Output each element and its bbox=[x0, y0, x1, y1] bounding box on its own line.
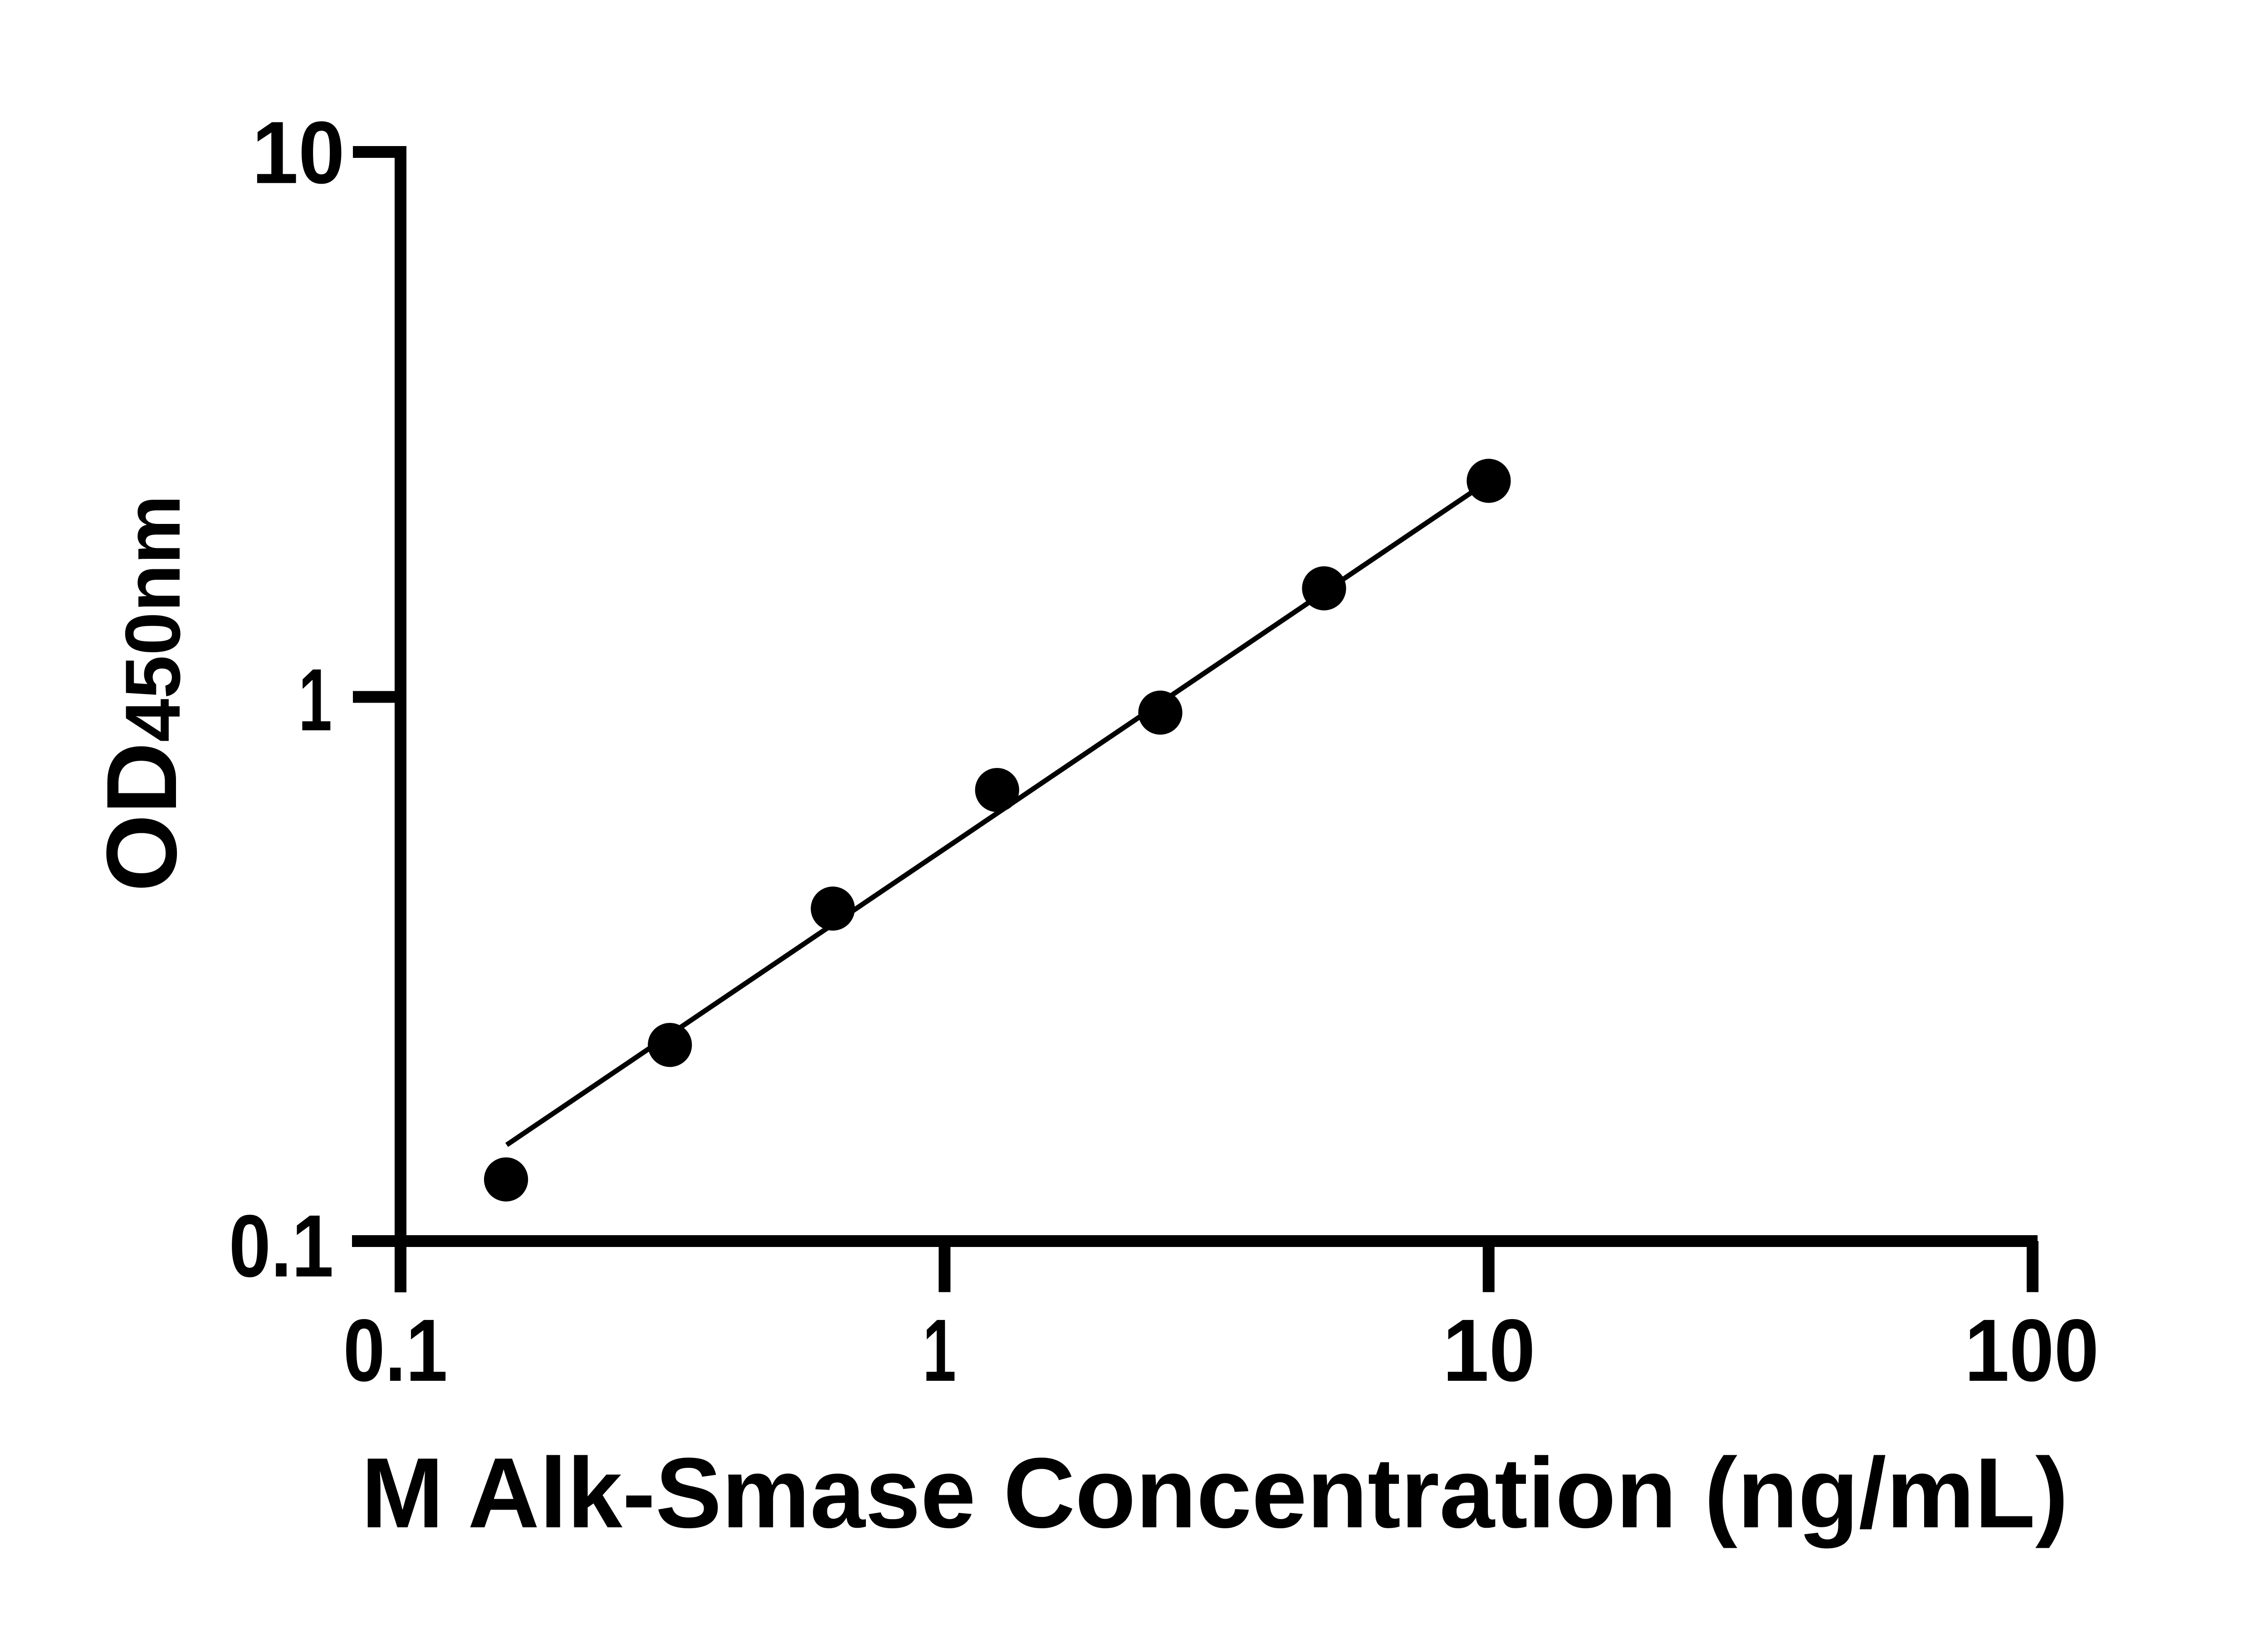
svg-text:M Alk-Smase Concentration (ng/: M Alk-Smase Concentration (ng/mL) bbox=[361, 1437, 2068, 1549]
svg-text:100: 100 bbox=[1965, 1301, 2099, 1400]
svg-text:1: 1 bbox=[923, 1301, 956, 1400]
svg-text:1: 1 bbox=[298, 651, 332, 749]
svg-text:10: 10 bbox=[252, 103, 345, 202]
svg-text:0.1: 0.1 bbox=[229, 1197, 334, 1296]
svg-text:10: 10 bbox=[1442, 1301, 1535, 1400]
svg-text:0.1: 0.1 bbox=[343, 1301, 448, 1400]
